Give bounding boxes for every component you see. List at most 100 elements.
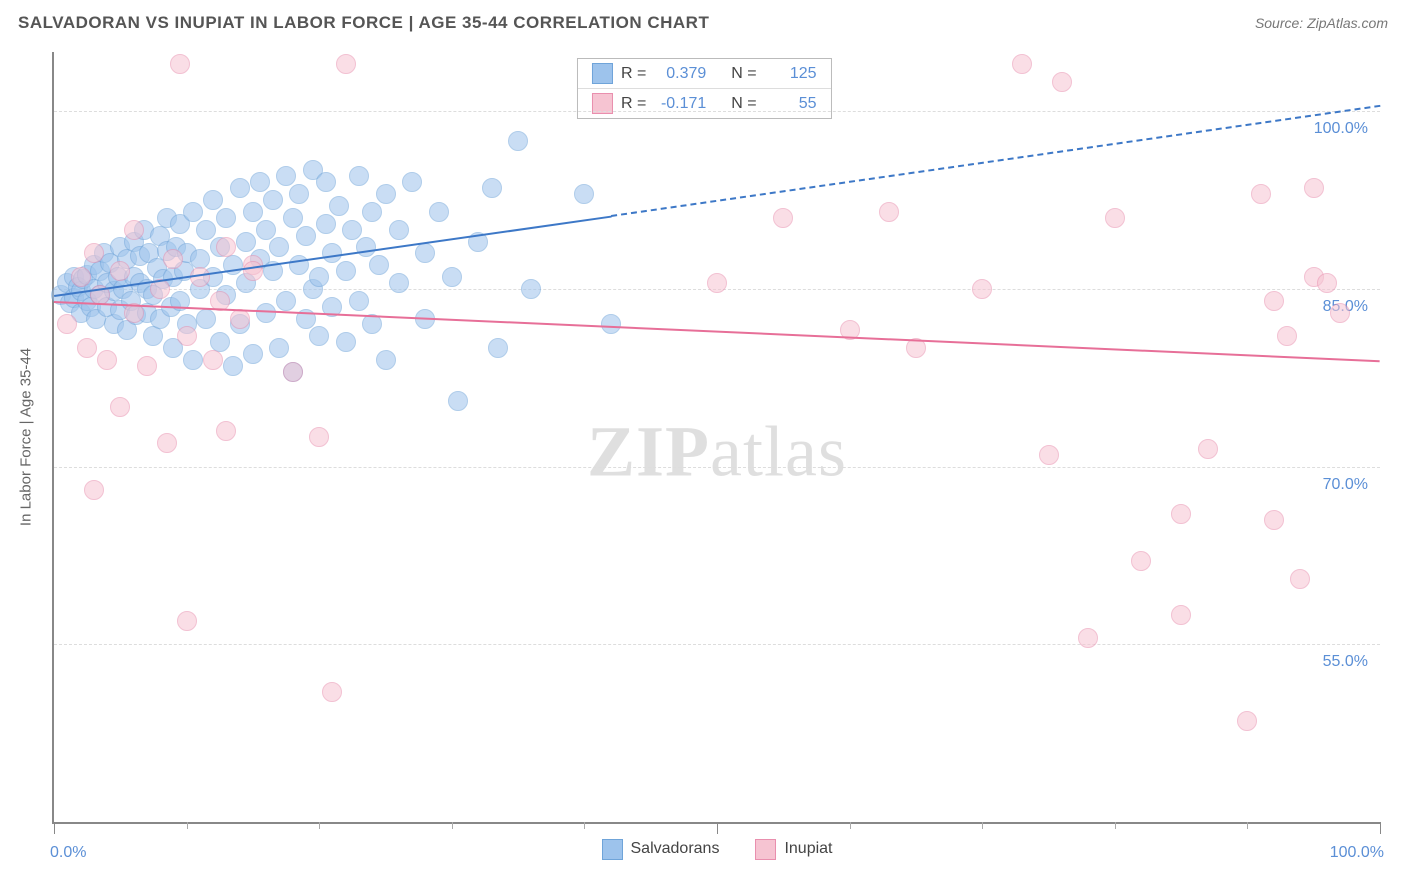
data-point-salvadorans	[376, 184, 396, 204]
data-point-salvadorans	[283, 208, 303, 228]
data-point-inupiat	[77, 338, 97, 358]
y-tick-label: 100.0%	[1314, 120, 1368, 138]
data-point-salvadorans	[243, 344, 263, 364]
data-point-salvadorans	[256, 220, 276, 240]
x-tick-major	[717, 822, 718, 834]
data-point-salvadorans	[296, 226, 316, 246]
x-tick-major	[54, 822, 55, 834]
data-point-salvadorans	[574, 184, 594, 204]
data-point-inupiat	[137, 356, 157, 376]
gridline	[54, 467, 1380, 468]
chart-title: SALVADORAN VS INUPIAT IN LABOR FORCE | A…	[18, 13, 709, 33]
chart-header: SALVADORAN VS INUPIAT IN LABOR FORCE | A…	[0, 0, 1406, 46]
r-prefix: R =	[621, 65, 646, 83]
watermark: ZIPatlas	[587, 411, 847, 494]
r-value-inupiat: -0.171	[654, 95, 706, 113]
source-name: ZipAtlas.com	[1307, 15, 1388, 31]
data-point-salvadorans	[601, 314, 621, 334]
data-point-inupiat	[124, 220, 144, 240]
data-point-inupiat	[1330, 303, 1350, 323]
data-point-salvadorans	[230, 178, 250, 198]
y-tick-label: 55.0%	[1323, 653, 1368, 671]
data-point-salvadorans	[216, 208, 236, 228]
data-point-salvadorans	[369, 255, 389, 275]
data-point-inupiat	[97, 350, 117, 370]
data-point-salvadorans	[263, 190, 283, 210]
data-point-salvadorans	[143, 326, 163, 346]
correlation-stats-box: R = 0.379 N = 125 R = -0.171 N = 55	[577, 58, 832, 119]
x-tick-minor	[1115, 822, 1116, 829]
x-tick-minor	[1247, 822, 1248, 829]
x-tick-minor	[584, 822, 585, 829]
r-value-salvadorans: 0.379	[654, 65, 706, 83]
data-point-salvadorans	[183, 350, 203, 370]
data-point-salvadorans	[269, 338, 289, 358]
data-point-inupiat	[1290, 569, 1310, 589]
data-point-inupiat	[84, 480, 104, 500]
stats-row-salvadorans: R = 0.379 N = 125	[578, 59, 831, 88]
data-point-inupiat	[1251, 184, 1271, 204]
data-point-salvadorans	[508, 131, 528, 151]
legend-swatch-salvadorans	[602, 839, 623, 860]
x-tick-major	[1380, 822, 1381, 834]
legend-label-inupiat: Inupiat	[784, 840, 832, 858]
data-point-salvadorans	[521, 279, 541, 299]
data-point-salvadorans	[402, 172, 422, 192]
data-point-salvadorans	[336, 332, 356, 352]
x-tick-minor	[982, 822, 983, 829]
data-point-salvadorans	[309, 326, 329, 346]
y-axis-label: In Labor Force | Age 35-44	[18, 348, 35, 526]
legend-swatch-inupiat	[755, 839, 776, 860]
data-point-salvadorans	[276, 291, 296, 311]
data-point-salvadorans	[243, 202, 263, 222]
data-point-inupiat	[1264, 291, 1284, 311]
data-point-inupiat	[71, 267, 91, 287]
data-point-salvadorans	[309, 267, 329, 287]
legend-item-salvadorans: Salvadorans	[602, 839, 720, 860]
data-point-salvadorans	[196, 309, 216, 329]
data-point-salvadorans	[223, 356, 243, 376]
n-value-salvadorans: 125	[765, 65, 817, 83]
x-tick-minor	[319, 822, 320, 829]
data-point-salvadorans	[329, 196, 349, 216]
data-point-inupiat	[1039, 445, 1059, 465]
data-point-inupiat	[773, 208, 793, 228]
data-point-salvadorans	[349, 291, 369, 311]
data-point-inupiat	[84, 243, 104, 263]
n-prefix: N =	[731, 95, 756, 113]
data-point-inupiat	[57, 314, 77, 334]
data-point-inupiat	[1052, 72, 1072, 92]
data-point-inupiat	[1105, 208, 1125, 228]
data-point-inupiat	[203, 350, 223, 370]
data-point-inupiat	[163, 249, 183, 269]
data-point-salvadorans	[316, 172, 336, 192]
data-point-salvadorans	[250, 172, 270, 192]
data-point-inupiat	[309, 427, 329, 447]
n-prefix: N =	[731, 65, 756, 83]
legend: Salvadorans Inupiat	[54, 834, 1380, 864]
data-point-salvadorans	[488, 338, 508, 358]
data-point-salvadorans	[196, 220, 216, 240]
data-point-salvadorans	[276, 166, 296, 186]
data-point-salvadorans	[389, 273, 409, 293]
source-prefix: Source:	[1255, 15, 1307, 31]
data-point-salvadorans	[289, 184, 309, 204]
legend-item-inupiat: Inupiat	[755, 839, 832, 860]
data-point-inupiat	[1171, 605, 1191, 625]
data-point-inupiat	[1012, 54, 1032, 74]
legend-label-salvadorans: Salvadorans	[631, 840, 720, 858]
data-point-inupiat	[1131, 551, 1151, 571]
data-point-inupiat	[707, 273, 727, 293]
data-point-salvadorans	[356, 237, 376, 257]
data-point-inupiat	[110, 397, 130, 417]
data-point-inupiat	[1078, 628, 1098, 648]
data-point-inupiat	[322, 682, 342, 702]
data-point-inupiat	[1237, 711, 1257, 731]
swatch-salvadorans	[592, 63, 613, 84]
data-point-salvadorans	[442, 267, 462, 287]
data-point-inupiat	[1317, 273, 1337, 293]
data-point-inupiat	[283, 362, 303, 382]
data-point-inupiat	[1264, 510, 1284, 530]
data-point-salvadorans	[269, 237, 289, 257]
data-point-inupiat	[110, 261, 130, 281]
